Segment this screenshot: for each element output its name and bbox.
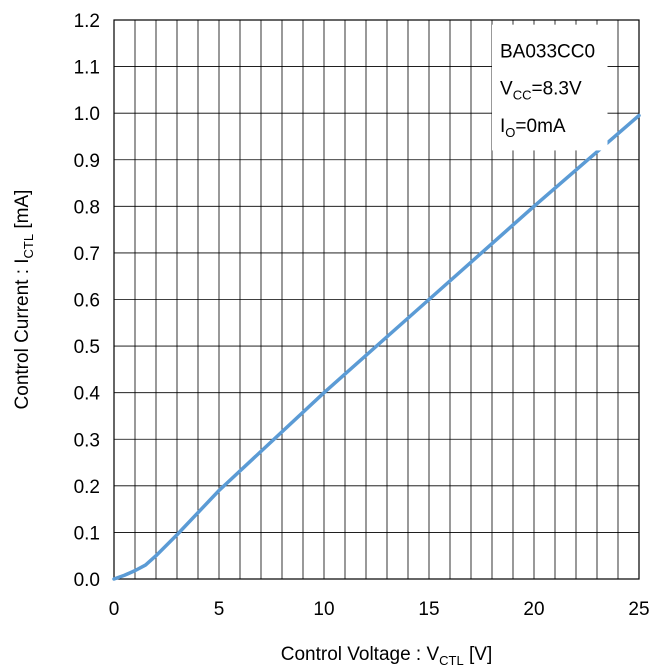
annotation-io: IO=0mA — [500, 116, 566, 140]
x-tick-labels: 0 5 10 15 20 25 — [109, 599, 650, 620]
y-tick-label: 0.2 — [74, 477, 100, 498]
x-axis-label: Control Voltage : VCTL [V] — [281, 644, 493, 668]
x-tick-label: 20 — [523, 599, 544, 620]
y-tick-label: 0.3 — [74, 430, 100, 451]
y-tick-label: 1.0 — [74, 104, 100, 125]
y-axis-label-main: Control Current : I — [12, 258, 33, 409]
annotation-vcc-main: V — [500, 79, 513, 100]
annotation-model: BA033CC0 — [500, 41, 595, 62]
y-tick-labels: 0.0 0.1 0.2 0.3 0.4 0.5 0.6 0.7 0.8 0.9 1.0 1.1 1.2 — [74, 11, 101, 591]
y-tick-label: 0.9 — [74, 151, 100, 172]
grid — [114, 20, 639, 579]
y-tick-label: 0.5 — [74, 337, 100, 358]
annotation-io-main: I — [500, 116, 505, 137]
y-tick-label: 0.4 — [74, 384, 101, 405]
y-tick-label: 1.1 — [74, 58, 100, 79]
x-tick-label: 15 — [418, 599, 439, 620]
y-axis-label: Control Current : ICTL [mA] — [12, 190, 36, 410]
x-tick-label: 0 — [109, 599, 120, 620]
annotation-vcc-rest: =8.3V — [531, 79, 582, 100]
x-axis-label-main: Control Voltage : V — [281, 644, 440, 665]
x-tick-label: 10 — [313, 599, 334, 620]
series-line — [112, 113, 641, 581]
y-tick-label: 0.0 — [74, 570, 100, 591]
plot-frame — [113, 19, 640, 580]
annotation-io-sub: O — [505, 125, 515, 140]
y-tick-label: 0.1 — [74, 523, 100, 544]
y-tick-label: 0.8 — [74, 197, 100, 218]
legend-box: BA033CC0 VCC=8.3V IO=0mA — [492, 24, 608, 151]
x-tick-label: 5 — [214, 599, 225, 620]
y-tick-label: 1.2 — [74, 11, 100, 32]
y-axis-label-unit: [mA] — [12, 190, 33, 234]
annotation-io-rest: =0mA — [515, 116, 565, 137]
series-layer — [112, 113, 641, 581]
annotation-vcc-sub: CC — [513, 88, 532, 103]
y-axis-label-sub: CTL — [21, 234, 36, 259]
y-tick-label: 0.7 — [74, 244, 100, 265]
x-axis-label-unit: [V] — [464, 644, 493, 665]
legend-background — [492, 24, 608, 151]
x-axis-label-sub: CTL — [439, 653, 464, 668]
x-tick-label: 25 — [628, 599, 649, 620]
annotation-vcc: VCC=8.3V — [500, 79, 582, 103]
y-tick-label: 0.6 — [74, 291, 100, 312]
